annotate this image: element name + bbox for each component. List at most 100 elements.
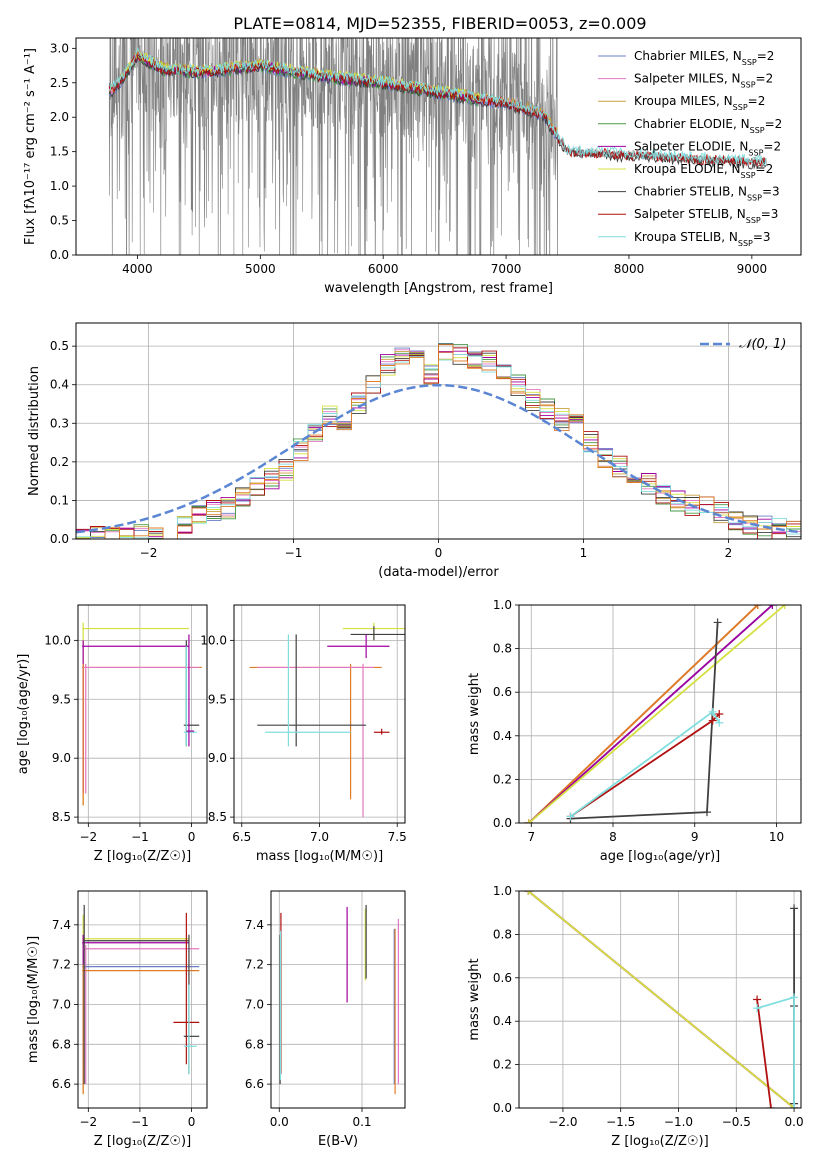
x-axis-label: Z [log₁₀(Z/Z☉)] (94, 1134, 191, 1149)
weight-line-8 (569, 710, 721, 818)
panel-age-vs-mass: 6.5 7.0 7.5 8.5 9.0 9.5 10.0 mass [log₁₀(M/M☉)] (200, 604, 407, 864)
y-tick-label: 0.3 (50, 416, 69, 430)
x-tick-label: −1 (131, 1115, 149, 1129)
panel-residuals: −2 −1 0 1 2 0.0 0.1 0.2 0.3 0.4 0.5 (data-model)/er… (27, 322, 802, 580)
weight-line-4 (528, 605, 774, 823)
legend-label-5: Kroupa ELODIE, NSSP=2 (634, 162, 773, 180)
x-tick-label: −1.0 (664, 1115, 693, 1129)
y-tick-label: 0.4 (493, 1014, 512, 1028)
y-tick-label: 7.2 (52, 958, 71, 972)
y-tick-label: 2.5 (50, 76, 69, 90)
y-axis-label: Normed distribution (27, 366, 42, 496)
x-axis-label: mass [log₁₀(M/M☉)] (256, 849, 383, 864)
y-tick-label: 0.6 (493, 685, 512, 699)
model-8 (108, 46, 767, 166)
y-tick-label: 1.0 (50, 179, 69, 193)
weight-line-3 (528, 605, 759, 823)
weight-marker-7-0 (753, 1004, 762, 1013)
weight-marker-4-0 (524, 891, 533, 895)
weight-marker-5-0 (524, 819, 533, 823)
plot-area (82, 622, 202, 806)
weight-line-7 (756, 996, 795, 1108)
axes-frame (75, 322, 802, 540)
y-tick-label: 0.8 (493, 642, 512, 656)
panel-weight-vs-age: 7 8 9 10 0.0 0.2 0.4 0.6 0.8 1.0 age [log₁₀(age/yr… (467, 598, 802, 864)
histogram-9 (76, 344, 801, 539)
y-tick-label: 0.8 (493, 927, 512, 941)
x-tick-label: −2.0 (548, 1115, 577, 1129)
x-tick-label: 10 (769, 830, 784, 844)
x-tick-label: 7 (527, 830, 535, 844)
y-tick-label: 0.2 (493, 772, 512, 786)
axes-frame (75, 37, 802, 256)
weight-marker-7-2 (790, 1104, 799, 1108)
x-tick-label: 8000 (614, 262, 645, 276)
y-tick-label: 0.2 (50, 455, 69, 469)
y-tick-label: 10.0 (44, 633, 71, 647)
x-tick-label: 1 (580, 546, 588, 560)
legend: Chabrier MILES, NSSP=2 Salpeter MILES, NS… (598, 49, 782, 247)
x-axis-label: age [log₁₀(age/yr)] (600, 849, 721, 864)
axes-frame (77, 604, 208, 824)
x-axis-label: E(B-V) (318, 1134, 358, 1149)
x-tick-label: 0 (188, 1115, 196, 1129)
y-tick-label: 0.0 (493, 816, 512, 830)
x-tick-label: 7.0 (310, 830, 329, 844)
x-tick-label: 9 (691, 830, 699, 844)
weight-marker-7-2 (715, 710, 724, 718)
x-tick-label: 7000 (491, 262, 522, 276)
panel-mass-vs-EBV: 0.0 0.1 6.6 6.8 7.0 7.2 7.4 E(B-V) (245, 890, 406, 1149)
y-tick-label: 2.0 (50, 110, 69, 124)
x-tick-label: 2 (725, 546, 733, 560)
x-tick-label: 0.1 (352, 1115, 371, 1129)
y-tick-label: 0.4 (50, 378, 69, 392)
x-axis-label: (data-model)/error (378, 565, 499, 580)
weight-marker-6-0 (753, 995, 762, 1004)
x-tick-label: 6.5 (232, 830, 251, 844)
y-axis-label: Flux [fλ10⁻¹⁷ erg cm⁻² s⁻¹ A⁻¹] (23, 48, 38, 245)
data-spectrum (108, 38, 767, 255)
plot-area (524, 605, 789, 823)
weight-marker-6-2 (713, 618, 722, 627)
plot-area (82, 904, 200, 1095)
y-tick-label: 7.0 (245, 997, 264, 1011)
axes-frame (518, 604, 802, 824)
x-axis-label: wavelength [Angstrom, rest frame] (324, 281, 553, 296)
x-axis-label: Z [log₁₀(Z/Z☉)] (611, 1134, 708, 1149)
x-tick-label: −1 (285, 546, 303, 560)
y-tick-label: 0.5 (50, 339, 69, 353)
x-axis-label: Z [log₁₀(Z/Z☉)] (94, 849, 191, 864)
axes-frame (270, 890, 406, 1109)
x-tick-label: −0.5 (722, 1115, 751, 1129)
y-tick-label: 0.0 (50, 532, 69, 546)
y-tick-label: 6.8 (245, 1037, 264, 1051)
weight-marker-8-2 (715, 718, 724, 727)
panel-spectrum: 4000 5000 6000 7000 8000 9000 0.0 0.5 1.0 1.5 2.0 2… (23, 37, 802, 296)
legend-label-0: Chabrier MILES, NSSP=2 (634, 49, 774, 67)
axes-frame (77, 890, 208, 1109)
y-tick-label: 7.4 (52, 918, 71, 932)
y-tick-label: 1.0 (493, 598, 512, 612)
weight-marker-5-0 (790, 904, 799, 913)
panel-mass-vs-Z: −2 −1 0 6.6 6.8 7.0 7.2 7.4 Z [log₁₀(Z/Z☉)] mass … (26, 890, 208, 1149)
plot-area (76, 343, 801, 539)
legend-label-4: Salpeter ELODIE, NSSP=2 (634, 139, 781, 157)
legend-label-1: Salpeter MILES, NSSP=2 (634, 72, 773, 90)
y-axis-label: mass weight (467, 958, 482, 1040)
y-tick-label: 9.0 (52, 751, 71, 765)
y-tick-label: 0.2 (493, 1058, 512, 1072)
y-axis-label: mass weight (467, 673, 482, 755)
y-tick-label: 9.5 (208, 692, 227, 706)
gaussian-curve (76, 383, 801, 534)
weight-line-4 (527, 891, 795, 1108)
x-tick-label: −2 (79, 830, 97, 844)
figure-title: PLATE=0814, MJD=52355, FIBERID=0053, z=0… (233, 14, 646, 33)
x-tick-label: 0.0 (785, 1115, 804, 1129)
y-tick-label: 9.0 (208, 751, 227, 765)
x-tick-label: −1.5 (606, 1115, 635, 1129)
weight-marker-3-1 (753, 605, 762, 609)
legend-label-2: Kroupa MILES, NSSP=2 (634, 94, 765, 112)
x-tick-label: 6000 (368, 262, 399, 276)
weight-marker-8-1 (708, 707, 717, 716)
x-tick-label: 5000 (245, 262, 276, 276)
